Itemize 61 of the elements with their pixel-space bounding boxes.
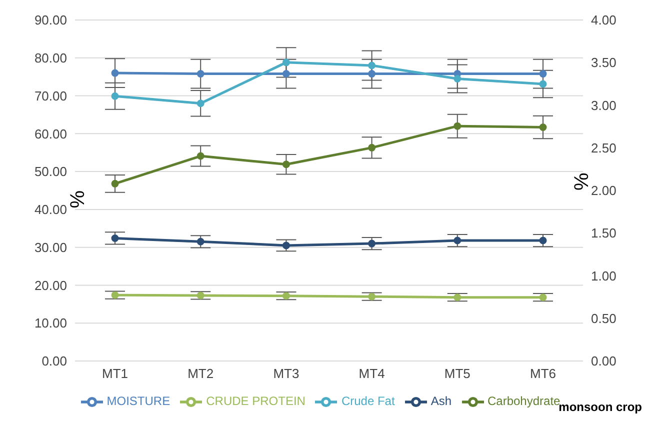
point <box>539 123 547 131</box>
point <box>196 100 204 108</box>
y2-tick-label: 1.50 <box>591 226 616 241</box>
x-tick-label: MT1 <box>102 366 128 382</box>
y2-tick-label: 2.00 <box>591 183 616 198</box>
x-tick-label: MT2 <box>188 366 214 382</box>
point <box>454 294 462 302</box>
point <box>111 291 119 299</box>
point <box>111 92 119 100</box>
y-tick-label: 30.00 <box>34 240 67 255</box>
y2-tick-label: 4.00 <box>591 12 616 28</box>
y2-tick-label: 3.00 <box>591 98 616 113</box>
point <box>196 70 204 78</box>
legend-label: Carbohydrate <box>488 394 560 408</box>
point <box>196 152 204 160</box>
legend-label: Ash <box>430 394 452 408</box>
point <box>368 240 376 248</box>
point <box>196 292 204 300</box>
y-tick-label: 10.00 <box>34 316 67 331</box>
legend-label: CRUDE PROTEIN <box>206 394 306 408</box>
x-tick-label: MT3 <box>273 366 300 382</box>
legend-label: MOISTURE <box>106 394 170 408</box>
point <box>282 58 290 66</box>
y-tick-label: 80.00 <box>34 50 67 66</box>
y2-tick-label: 0.00 <box>591 354 616 369</box>
y2-tick-label: 0.50 <box>591 310 616 326</box>
point <box>539 80 547 88</box>
x-tick-label: MT5 <box>444 366 470 382</box>
point <box>111 234 119 242</box>
point <box>282 292 290 300</box>
point <box>111 69 119 77</box>
point <box>454 122 462 130</box>
y2-tick-label: 1.00 <box>591 268 616 284</box>
y-tick-label: 90.00 <box>34 12 67 28</box>
point <box>454 236 462 244</box>
point <box>368 144 376 152</box>
point <box>368 70 376 78</box>
y-tick-label: 60.00 <box>34 126 67 142</box>
y-tick-label: 50.00 <box>34 164 67 180</box>
x-tick-label: MT4 <box>358 366 385 382</box>
y-tick-label: 40.00 <box>34 202 67 218</box>
point <box>196 238 204 246</box>
y2-tick-label: 3.50 <box>591 55 616 70</box>
y2-tick-label: 2.50 <box>591 140 616 156</box>
point <box>539 236 547 244</box>
y-axis-title: % <box>67 190 90 208</box>
y-tick-label: 0.00 <box>42 354 67 369</box>
point <box>539 294 547 302</box>
text: monsoon crop <box>558 400 642 414</box>
point <box>368 62 376 70</box>
point <box>454 74 462 82</box>
legend-label: Crude Fat <box>341 394 395 408</box>
point <box>282 242 290 250</box>
point <box>539 70 547 78</box>
y-tick-label: 70.00 <box>34 88 67 104</box>
point <box>368 292 376 300</box>
point <box>282 160 290 168</box>
point <box>282 70 290 78</box>
x-tick-label: MT6 <box>530 366 556 382</box>
point <box>111 180 119 188</box>
y-tick-label: 20.00 <box>34 278 67 293</box>
